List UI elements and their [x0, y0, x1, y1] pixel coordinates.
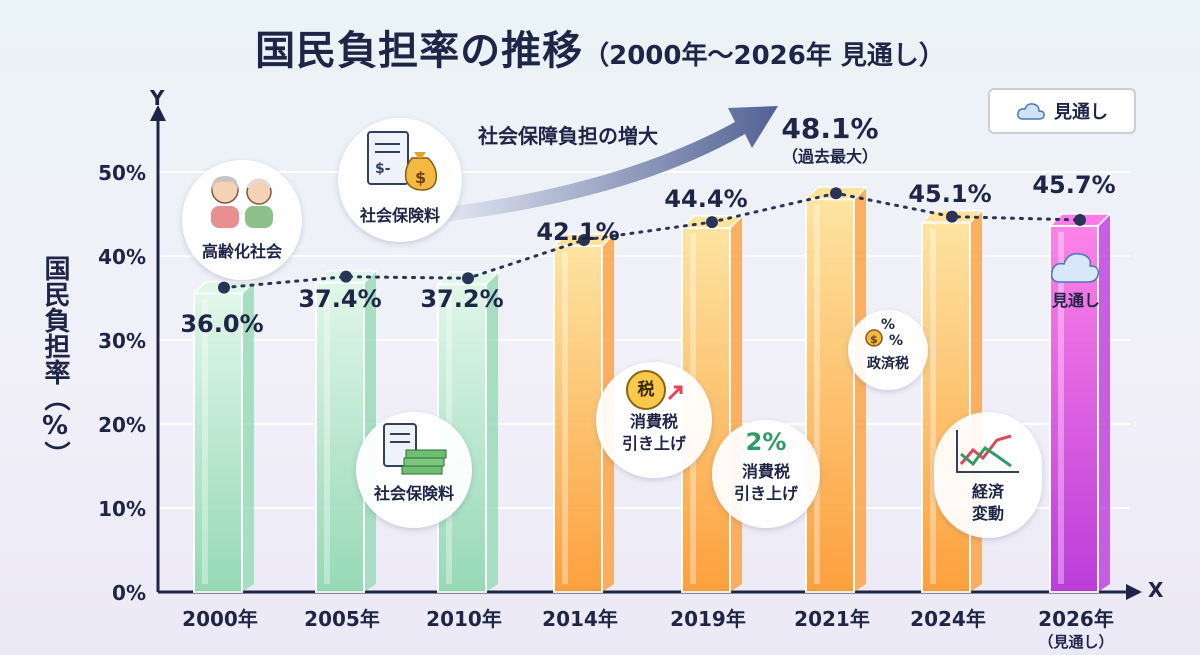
value-label-0: 36.0%: [180, 310, 263, 338]
value-label-5: 48.1%: [781, 112, 878, 145]
forecast-bar-label: 見通し: [1051, 291, 1100, 310]
badge-label: 変動: [971, 504, 1004, 523]
svg-text:$: $: [870, 333, 878, 346]
x-tick-label-4: 2019年: [670, 607, 746, 631]
trend-arrow: [440, 106, 778, 222]
insurance-badge-bottom: 社会保険料: [356, 412, 472, 528]
y-tick-label: 40%: [98, 245, 146, 269]
title-sub: （2000年〜2026年 見通し）: [583, 41, 945, 71]
stock-chart-icon: [956, 430, 1019, 473]
badge-label: 消費税: [629, 412, 678, 431]
data-point-2: [462, 272, 474, 285]
x-tick-label-5: 2021年: [794, 607, 870, 631]
document-cash-icon: [383, 423, 447, 475]
y-tick-label: 20%: [98, 413, 146, 437]
data-point-5: [830, 187, 842, 200]
y-axis-arrow: [150, 105, 166, 121]
badge-label: 社会保険料: [359, 206, 440, 225]
elderly-badge: 高齢化社会: [182, 160, 302, 280]
x-axis-arrow: [1126, 584, 1142, 600]
value-label-6: 45.1%: [908, 180, 991, 208]
y-tick-label: 30%: [98, 329, 146, 353]
value-label-4: 44.4%: [664, 185, 747, 213]
tax-icon: 税: [626, 370, 666, 410]
chart-title: 国民負担率の推移（2000年〜2026年 見通し）: [0, 18, 1200, 76]
policy-tax-badge: % $ % 政済税: [848, 310, 928, 390]
data-point-7: [1074, 213, 1086, 226]
badge-label: 引き上げ: [621, 434, 686, 453]
tax-hike-badge-2014: 税 消費税 引き上げ: [596, 362, 712, 478]
percent-icon: 2%: [745, 428, 787, 456]
value-annotation-5: （過去最大）: [782, 147, 878, 166]
svg-text:%: %: [881, 317, 895, 333]
svg-text:$-: $-: [375, 161, 391, 177]
badge-label: 消費税: [741, 462, 790, 481]
svg-text:%: %: [889, 333, 903, 348]
legend-label: 見通し: [1054, 102, 1108, 123]
cloud-icon: [1017, 103, 1045, 120]
bar-0: [192, 280, 256, 593]
x-tick-label-2: 2010年: [426, 607, 502, 631]
value-label-2: 37.2%: [420, 285, 503, 313]
forecast-cloud-icon: [1050, 252, 1100, 283]
bar-7: [1048, 213, 1112, 593]
x-tick-label-1: 2005年: [304, 607, 380, 631]
y-tick-label: 0%: [112, 581, 146, 605]
bar-1: [314, 269, 378, 593]
badge-label: 引き上げ: [733, 484, 798, 503]
x-tick-label-0: 2000年: [182, 607, 258, 631]
badge-label: 経済: [971, 482, 1004, 501]
x-axis-letter: X: [1148, 578, 1164, 602]
legend-box: 見通し: [988, 88, 1136, 134]
value-label-7: 45.7%: [1032, 171, 1115, 199]
tax-hike-badge-2019: 2% 消費税 引き上げ: [712, 420, 820, 528]
x-tick-label-6: 2024年: [910, 607, 986, 631]
data-point-4: [706, 216, 718, 229]
title-main: 国民負担率の推移: [255, 28, 584, 74]
document-moneybag-icon: $- $: [367, 131, 438, 191]
y-axis-letter: Y: [150, 86, 165, 110]
y-tick-label: 10%: [98, 497, 146, 521]
x-tick-label-7: 2026年: [1038, 607, 1114, 631]
data-point-3: [578, 234, 590, 247]
y-axis-label: 国民負担率（%）: [40, 255, 70, 467]
badge-label: 政済税: [867, 356, 909, 372]
insurance-badge-top: $- $ 社会保険料: [338, 118, 462, 242]
badge-label: 社会保険料: [373, 484, 454, 503]
badge-label: 高齢化社会: [201, 242, 282, 261]
bar-5: [804, 186, 868, 593]
value-label-1: 37.4%: [298, 285, 381, 313]
arrow-up-icon: [667, 385, 683, 401]
x-tick-label-3: 2014年: [542, 607, 618, 631]
data-point-6: [946, 210, 958, 223]
value-label-3: 42.1%: [536, 218, 619, 246]
coin-percent-icon: % $ %: [865, 317, 903, 348]
economy-badge: 経済 変動: [934, 412, 1042, 538]
data-point-1: [340, 270, 352, 283]
y-tick-label: 50%: [98, 161, 146, 185]
trend-label: 社会保障負担の増大: [478, 124, 658, 148]
trend-dotted-line: [222, 191, 1082, 290]
svg-text:$: $: [415, 168, 426, 187]
x-tick-note-7: （見通し）: [1038, 633, 1113, 651]
elderly-couple-icon: [211, 176, 273, 228]
data-point-0: [218, 281, 230, 294]
